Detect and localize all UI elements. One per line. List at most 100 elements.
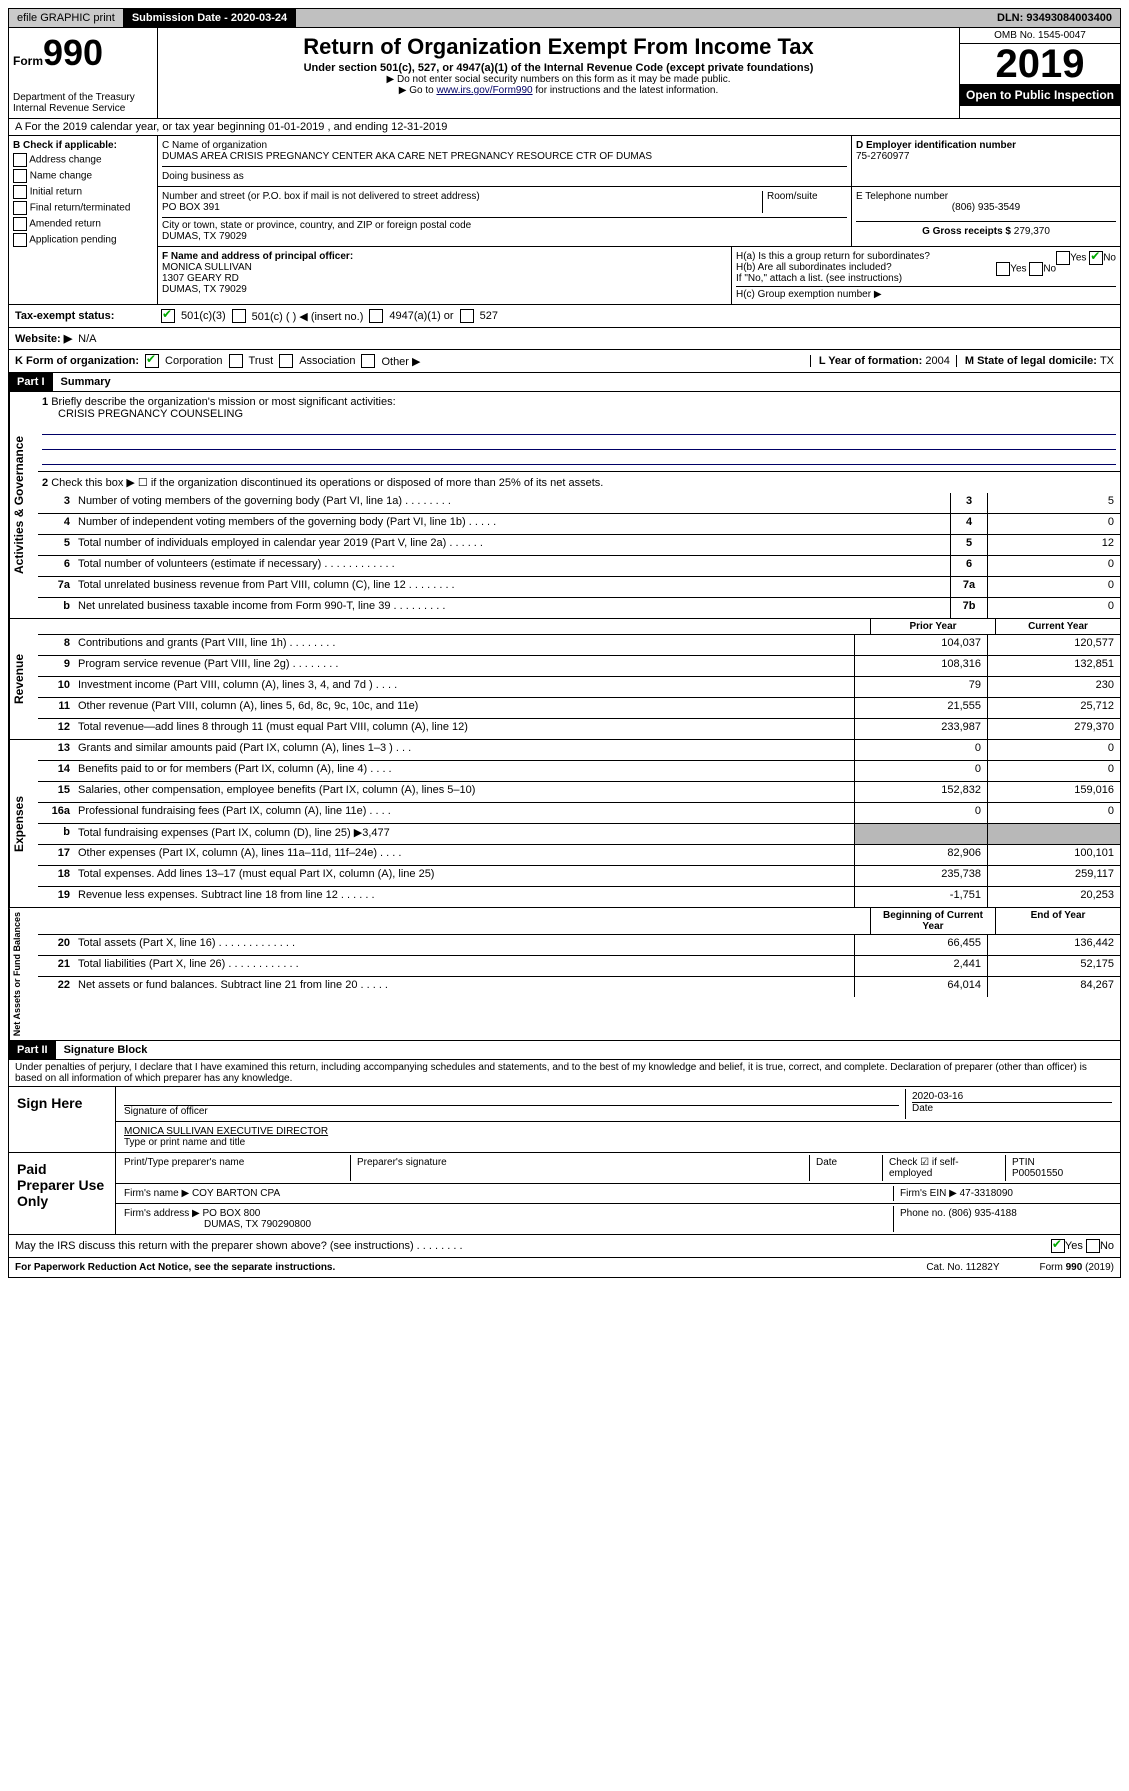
- cb-527[interactable]: [460, 309, 474, 323]
- cb-initial-return[interactable]: Initial return: [13, 185, 153, 199]
- dba-label: Doing business as: [162, 166, 847, 182]
- top-bar: efile GRAPHIC print Submission Date - 20…: [8, 8, 1121, 28]
- cb-association[interactable]: [279, 354, 293, 368]
- footer-right: Form 990 (2019): [1040, 1262, 1114, 1273]
- submission-date: Submission Date - 2020-03-24: [124, 9, 296, 27]
- addr-label: Number and street (or P.O. box if mail i…: [162, 191, 762, 202]
- cb-final-return[interactable]: Final return/terminated: [13, 201, 153, 215]
- cb-corporation[interactable]: [145, 354, 159, 368]
- table-row: 4Number of independent voting members of…: [38, 514, 1120, 535]
- table-row: 16aProfessional fundraising fees (Part I…: [38, 803, 1120, 824]
- typed-name: MONICA SULLIVAN EXECUTIVE DIRECTOR: [124, 1126, 1112, 1137]
- hc-group-exemption: H(c) Group exemption number ▶: [736, 286, 1116, 300]
- sign-here-block: Sign Here Signature of officer 2020-03-1…: [8, 1087, 1121, 1153]
- cb-amended[interactable]: Amended return: [13, 217, 153, 231]
- table-row: 18Total expenses. Add lines 13–17 (must …: [38, 866, 1120, 887]
- firm-ein: 47-3318090: [960, 1188, 1013, 1199]
- cb-other[interactable]: [361, 354, 375, 368]
- org-name-label: C Name of organization: [162, 140, 847, 151]
- table-row: 13Grants and similar amounts paid (Part …: [38, 740, 1120, 761]
- cb-pending[interactable]: Application pending: [13, 233, 153, 247]
- firm-addr: PO BOX 800: [203, 1208, 261, 1219]
- col-b-checkboxes: B Check if applicable: Address change Na…: [9, 136, 158, 304]
- col-begin-year: Beginning of Current Year: [870, 908, 995, 934]
- note-link: ▶ Go to www.irs.gov/Form990 for instruct…: [162, 85, 955, 96]
- org-name: DUMAS AREA CRISIS PREGNANCY CENTER AKA C…: [162, 151, 847, 162]
- firm-name: COY BARTON CPA: [192, 1188, 280, 1199]
- officer-label: F Name and address of principal officer:: [162, 251, 727, 262]
- typed-label: Type or print name and title: [124, 1137, 1112, 1148]
- cb-501c3[interactable]: [161, 309, 175, 323]
- form-subtitle: Under section 501(c), 527, or 4947(a)(1)…: [162, 62, 955, 74]
- sig-officer-label: Signature of officer: [124, 1105, 899, 1117]
- row-k-org-form: K Form of organization: Corporation Trus…: [8, 350, 1121, 373]
- row-i-tax-exempt: Tax-exempt status: 501(c)(3) 501(c) ( ) …: [8, 305, 1121, 328]
- section-netassets: Net Assets or Fund Balances Beginning of…: [8, 908, 1121, 1041]
- dln: DLN: 93493084003400: [989, 9, 1120, 27]
- part1-header: Part I Summary: [8, 373, 1121, 392]
- table-row: 5Total number of individuals employed in…: [38, 535, 1120, 556]
- table-row: 21Total liabilities (Part X, line 26) . …: [38, 956, 1120, 977]
- note-ssn: ▶ Do not enter social security numbers o…: [162, 74, 955, 85]
- table-row: bNet unrelated business taxable income f…: [38, 598, 1120, 618]
- discuss-yes[interactable]: [1051, 1239, 1065, 1253]
- table-row: 15Salaries, other compensation, employee…: [38, 782, 1120, 803]
- cb-name-change[interactable]: Name change: [13, 169, 153, 183]
- ptin-value: P00501550: [1012, 1168, 1112, 1179]
- prep-name-label: Print/Type preparer's name: [118, 1155, 351, 1181]
- cb-501c[interactable]: [232, 309, 246, 323]
- table-row: 17Other expenses (Part IX, column (A), l…: [38, 845, 1120, 866]
- l1-mission: Briefly describe the organization's miss…: [51, 396, 395, 408]
- phone-label: E Telephone number: [856, 191, 1116, 202]
- room-label: Room/suite: [762, 191, 847, 213]
- vert-governance: Activities & Governance: [9, 392, 38, 618]
- table-row: 14Benefits paid to or for members (Part …: [38, 761, 1120, 782]
- sign-here-label: Sign Here: [9, 1087, 116, 1152]
- table-row: 12Total revenue—add lines 8 through 11 (…: [38, 719, 1120, 739]
- mission-text: CRISIS PREGNANCY COUNSELING: [42, 408, 1116, 420]
- section-b-c-d: B Check if applicable: Address change Na…: [8, 136, 1121, 305]
- hb-note: If "No," attach a list. (see instruction…: [736, 273, 1116, 284]
- tax-year: 2019: [960, 44, 1120, 84]
- l2-discontinued: Check this box ▶ ☐ if the organization d…: [51, 477, 603, 489]
- ptin-label: PTIN: [1012, 1157, 1112, 1168]
- cb-trust[interactable]: [229, 354, 243, 368]
- table-row: 19Revenue less expenses. Subtract line 1…: [38, 887, 1120, 907]
- part2-header: Part II Signature Block: [8, 1041, 1121, 1060]
- gross-receipts: G Gross receipts $ 279,370: [856, 221, 1116, 237]
- phone-value: (806) 935-3549: [856, 202, 1116, 213]
- irs-link[interactable]: www.irs.gov/Form990: [436, 85, 532, 96]
- sig-date: 2020-03-16: [912, 1091, 1112, 1102]
- footer-mid: Cat. No. 11282Y: [926, 1262, 999, 1273]
- cb-address-change[interactable]: Address change: [13, 153, 153, 167]
- table-row: 10Investment income (Part VIII, column (…: [38, 677, 1120, 698]
- table-row: 8Contributions and grants (Part VIII, li…: [38, 635, 1120, 656]
- sig-date-label: Date: [912, 1102, 1112, 1114]
- discuss-row: May the IRS discuss this return with the…: [8, 1235, 1121, 1258]
- row-a-period: A For the 2019 calendar year, or tax yea…: [8, 119, 1121, 136]
- cb-4947[interactable]: [369, 309, 383, 323]
- prep-sig-label: Preparer's signature: [351, 1155, 810, 1181]
- officer-addr1: 1307 GEARY RD: [162, 273, 727, 284]
- section-expenses: Expenses 13Grants and similar amounts pa…: [8, 740, 1121, 908]
- paid-preparer-block: Paid Preparer Use Only Print/Type prepar…: [8, 1153, 1121, 1235]
- firm-city: DUMAS, TX 790290800: [124, 1219, 887, 1230]
- firm-phone: (806) 935-4188: [948, 1208, 1016, 1219]
- open-public-badge: Open to Public Inspection: [960, 84, 1120, 106]
- table-row: 22Net assets or fund balances. Subtract …: [38, 977, 1120, 997]
- addr-value: PO BOX 391: [162, 202, 762, 213]
- table-row: 7aTotal unrelated business revenue from …: [38, 577, 1120, 598]
- form-header: Form990 Department of the Treasury Inter…: [8, 28, 1121, 119]
- col-end-year: End of Year: [995, 908, 1120, 934]
- paid-preparer-label: Paid Preparer Use Only: [9, 1153, 116, 1234]
- table-row: bTotal fundraising expenses (Part IX, co…: [38, 824, 1120, 845]
- self-employed: Check ☑ if self-employed: [883, 1155, 1006, 1181]
- discuss-no[interactable]: [1086, 1239, 1100, 1253]
- officer-name: MONICA SULLIVAN: [162, 262, 727, 273]
- table-row: 6Total number of volunteers (estimate if…: [38, 556, 1120, 577]
- efile-label[interactable]: efile GRAPHIC print: [9, 9, 124, 27]
- ein-value: 75-2760977: [856, 151, 1116, 162]
- footer-left: For Paperwork Reduction Act Notice, see …: [15, 1262, 335, 1273]
- col-prior-year: Prior Year: [870, 619, 995, 634]
- section-revenue: Revenue Prior Year Current Year 8Contrib…: [8, 619, 1121, 740]
